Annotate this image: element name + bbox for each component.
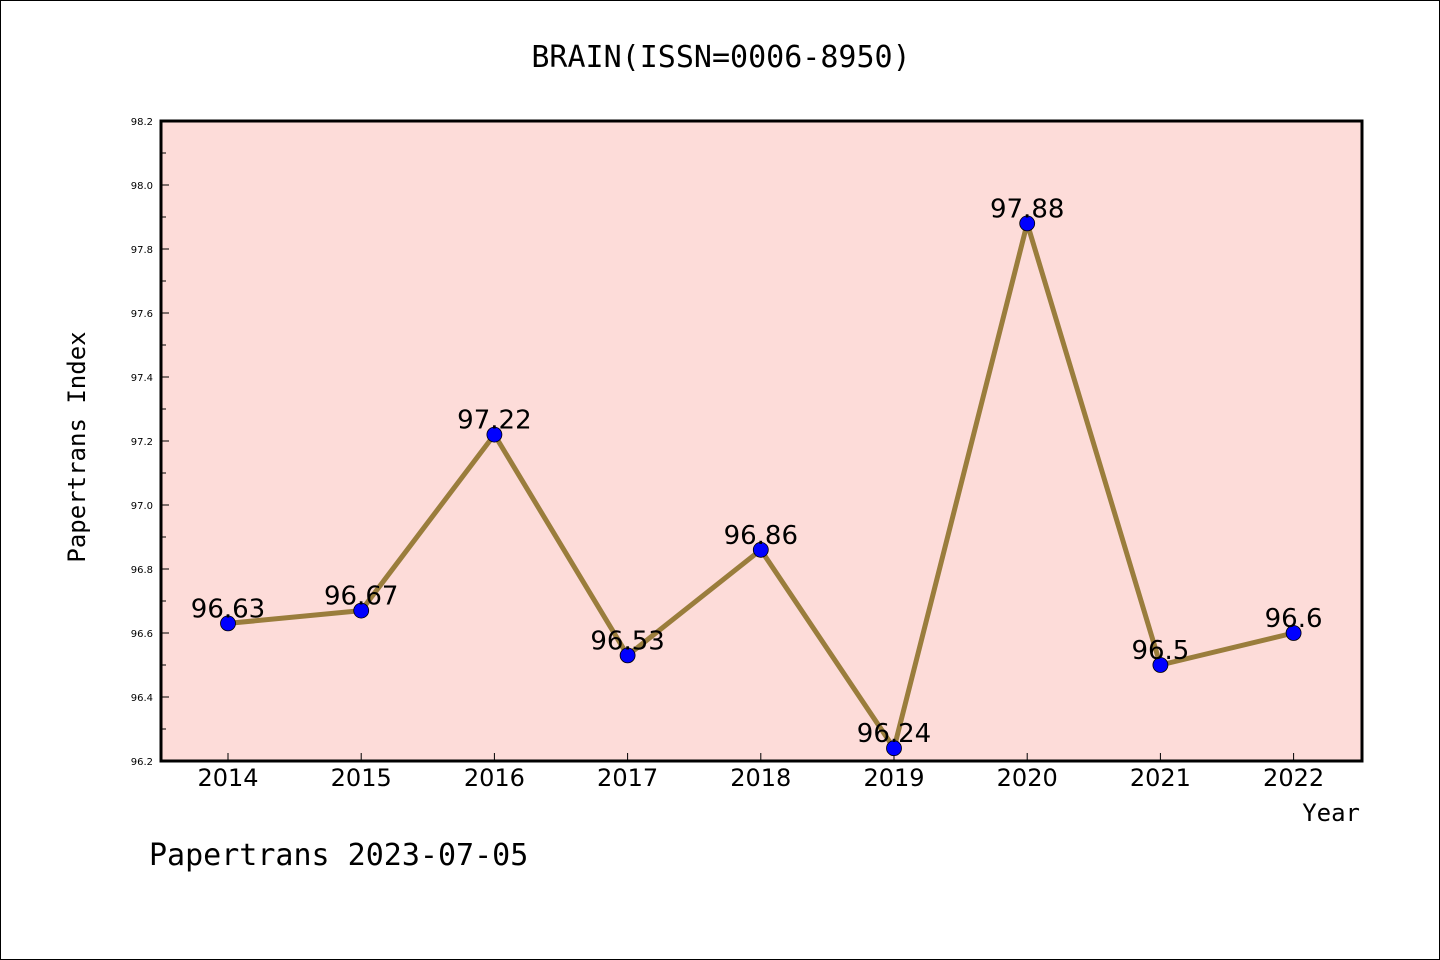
y-tick-label: 97.6: [131, 309, 153, 320]
x-tick-label: 2014: [197, 764, 258, 792]
x-axis-label: Year: [1302, 799, 1360, 827]
y-tick-label: 96.6: [131, 629, 153, 640]
y-tick-label: 97.8: [131, 245, 153, 256]
y-tick-label: 96.2: [131, 757, 153, 768]
x-tick-label: 2016: [464, 764, 525, 792]
y-axis-label: Papertrans Index: [63, 331, 91, 562]
y-axis: 96.2 96.4 96.6 96.8 97.0 97.2 97.4 97.6 97.8 98.0…: [131, 117, 169, 768]
chart-title: BRAIN(ISSN=0006-8950): [531, 40, 910, 75]
x-tick-label: 2021: [1130, 764, 1191, 792]
data-point: [886, 740, 902, 757]
data-label: 96.24: [857, 719, 931, 749]
data-point: [752, 541, 769, 558]
x-tick-label: 2018: [730, 764, 791, 792]
y-tick-label: 96.4: [131, 693, 153, 704]
data-point: [353, 602, 370, 619]
y-tick-label: 97.0: [131, 501, 153, 512]
series-group: [220, 215, 1302, 757]
data-label: 97.22: [457, 406, 531, 436]
data-point: [486, 426, 503, 443]
data-point: [1152, 657, 1169, 673]
x-tick-label: 2022: [1263, 764, 1324, 792]
y-tick-label: 97.4: [131, 373, 153, 384]
x-axis: 2014 2015 2016 2017 2018 2019 2020 2021 2022: [197, 753, 1324, 792]
y-tick-label: 98.0: [131, 181, 153, 192]
data-label: 97.88: [990, 194, 1064, 224]
y-tick-label: 98.2: [131, 117, 153, 128]
data-point: [220, 615, 236, 632]
data-point: [619, 647, 636, 664]
y-tick-label: 96.8: [131, 565, 153, 576]
x-tick-label: 2020: [997, 764, 1058, 792]
data-point: [1019, 215, 1036, 232]
data-label: 96.63: [191, 594, 265, 624]
x-tick-label: 2015: [331, 764, 392, 792]
x-tick-label: 2019: [863, 764, 924, 792]
data-label: 96.86: [724, 521, 798, 551]
data-label: 96.5: [1131, 636, 1189, 666]
x-tick-label: 2017: [597, 764, 658, 792]
data-label: 96.53: [590, 626, 664, 656]
data-point: [1285, 625, 1302, 641]
data-labels: 96.63 96.67 97.22 96.53 96.86 96.24 97.88 96.5 9…: [191, 194, 1323, 749]
plot-area: [159, 119, 1364, 763]
data-label: 96.67: [324, 582, 398, 612]
y-tick-label: 97.2: [131, 437, 153, 448]
data-label: 96.6: [1265, 604, 1323, 634]
footer-watermark: Papertrans 2023-07-05: [149, 838, 528, 873]
